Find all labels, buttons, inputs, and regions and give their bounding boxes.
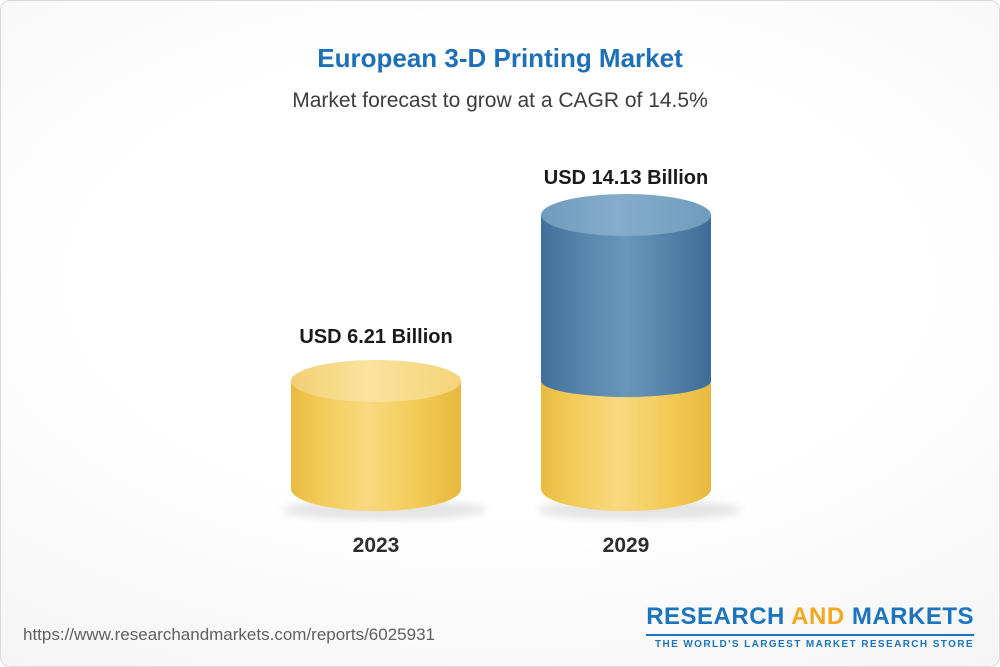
logo-word-research: RESEARCH xyxy=(646,603,785,630)
bar-2029-top-ellipse xyxy=(541,194,711,236)
logo-tagline: THE WORLD'S LARGEST MARKET RESEARCH STOR… xyxy=(654,639,974,650)
x-label-2023: 2023 xyxy=(352,534,400,557)
x-label-2029: 2029 xyxy=(602,534,650,557)
bar-2029-base xyxy=(541,381,711,511)
bar-2023-body xyxy=(291,360,461,511)
research-and-markets-logo: RESEARCH AND MARKETS THE WORLD'S LARGEST… xyxy=(646,603,974,650)
value-label-2023: USD 6.21 Billion xyxy=(299,326,453,348)
logo-word-and: AND xyxy=(791,603,845,630)
page-subtitle: Market forecast to grow at a CAGR of 14.… xyxy=(292,89,708,112)
bar-2023-top-ellipse xyxy=(291,360,461,402)
bar-2029-growth xyxy=(541,194,711,397)
bar-2023 xyxy=(291,360,461,511)
logo-word-markets: MARKETS xyxy=(851,603,974,630)
page-title: European 3-D Printing Market xyxy=(317,43,683,73)
value-label-2029: USD 14.13 Billion xyxy=(543,167,709,189)
bar-2029 xyxy=(541,194,711,511)
logo-divider xyxy=(646,634,974,636)
logo-wordmark: RESEARCH AND MARKETS xyxy=(646,603,974,631)
report-url: https://www.researchandmarkets.com/repor… xyxy=(23,625,435,644)
